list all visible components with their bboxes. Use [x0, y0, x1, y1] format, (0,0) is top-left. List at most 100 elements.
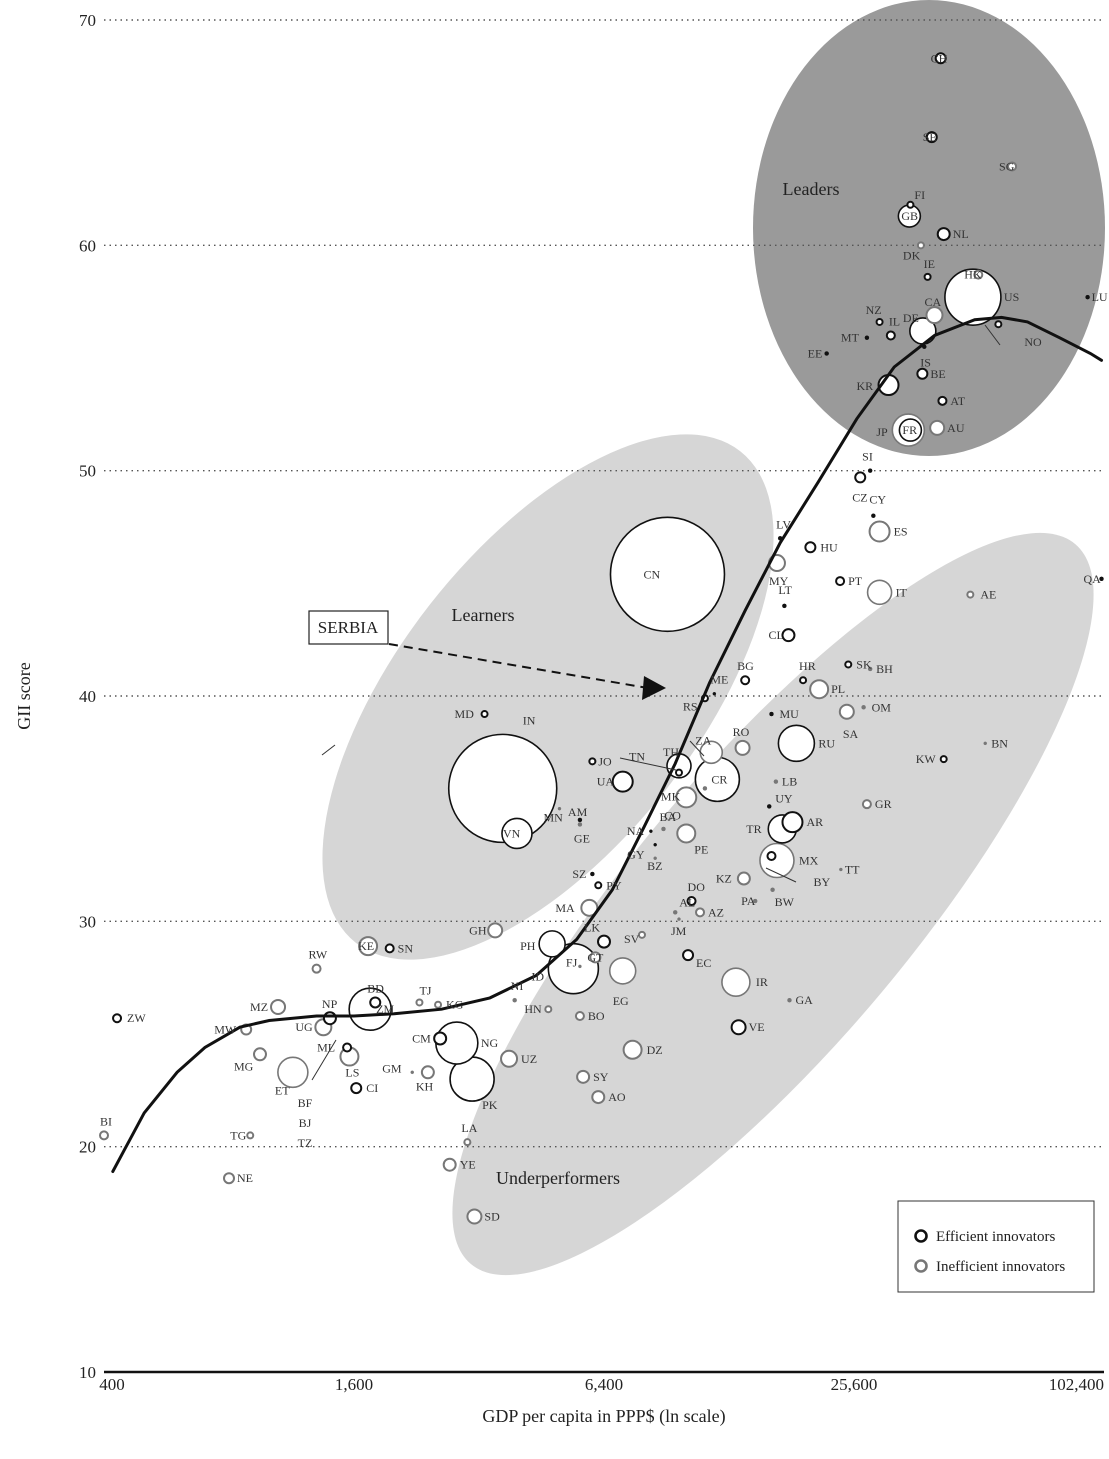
y-tick-label: 70 [79, 11, 96, 30]
data-point [577, 822, 583, 827]
country-label: MZ [250, 1000, 268, 1014]
data-point [358, 936, 379, 957]
country-label: UZ [521, 1052, 537, 1066]
y-axis-title: GII score [14, 662, 34, 729]
country-label: BZ [647, 859, 662, 873]
country-label: MY [769, 574, 789, 588]
country-label: OM [872, 700, 892, 714]
country-label: AR [806, 815, 823, 829]
data-point [766, 850, 777, 861]
data-point [966, 590, 975, 599]
data-point [112, 1013, 123, 1024]
data-point [544, 1005, 553, 1014]
data-point [223, 1172, 235, 1185]
data-point [769, 711, 774, 717]
country-label: LA [461, 1121, 477, 1135]
data-point [591, 1090, 606, 1105]
country-label: TT [845, 863, 860, 877]
country-label: NE [237, 1171, 253, 1185]
serbia-label: SERBIA [318, 618, 379, 637]
country-label: AM [568, 805, 588, 819]
group-label-learners: Learners [452, 605, 515, 625]
data-point [1007, 161, 1018, 172]
data-point [994, 320, 1003, 329]
serbia-arrow-head [642, 676, 666, 700]
data-point [653, 842, 657, 847]
underperformers-region [452, 532, 1094, 1276]
data-point [608, 957, 637, 985]
country-label: KG [446, 998, 464, 1012]
country-label: GY [627, 848, 645, 862]
data-point [99, 1130, 109, 1141]
country-label: HR [799, 659, 816, 673]
data-point [589, 951, 602, 964]
country-label: PK [482, 1098, 498, 1112]
legend: Efficient innovators Inefficient innovato… [897, 1200, 1095, 1293]
data-point [782, 603, 787, 609]
leader-line [619, 757, 677, 771]
data-point [923, 272, 932, 281]
country-label: MN [543, 811, 563, 825]
data-point [653, 856, 657, 860]
leader-line [984, 324, 1001, 346]
country-label: IL [889, 314, 900, 328]
country-label: MU [779, 707, 799, 721]
country-label: MD [455, 707, 475, 721]
country-label: CR [711, 772, 727, 786]
country-label: BA [659, 810, 676, 824]
x-axis-title: GDP per capita in PPP$ (ln scale) [482, 1406, 725, 1427]
data-point [730, 1019, 747, 1036]
x-tick-label: 1,600 [335, 1375, 373, 1394]
y-tick-label: 40 [79, 687, 96, 706]
country-label: EC [696, 956, 711, 970]
country-label: SE [923, 130, 937, 144]
data-point [871, 513, 876, 518]
trend-curve [111, 315, 1103, 1173]
country-label: SN [398, 941, 414, 955]
data-point [311, 963, 322, 974]
country-label: BE [930, 367, 945, 381]
country-label: GA [795, 993, 813, 1007]
data-point [672, 910, 678, 915]
country-label: RU [818, 736, 835, 750]
data-point [929, 419, 946, 436]
country-label: ME [710, 673, 728, 687]
country-label: KH [416, 1079, 434, 1093]
data-point [973, 269, 984, 280]
x-tick-label: 400 [99, 1375, 125, 1394]
country-label: BJ [299, 1116, 312, 1130]
country-label: NO [1024, 335, 1042, 349]
country-label: GE [574, 831, 590, 845]
country-label: AZ [708, 905, 724, 919]
country-label: ML [317, 1041, 335, 1055]
data-point [590, 871, 595, 877]
data-point [773, 779, 779, 784]
country-label: IE [924, 257, 935, 271]
country-label: EG [613, 994, 629, 1008]
country-label: BH [876, 662, 893, 676]
country-label: LK [584, 921, 600, 935]
x-tick-label: 102,400 [1049, 1375, 1104, 1394]
country-label: KZ [716, 872, 732, 886]
data-point [1099, 576, 1104, 582]
x-tick-label: 6,400 [585, 1375, 623, 1394]
leader-line [321, 744, 336, 756]
data-point [1085, 294, 1090, 300]
data-point [983, 741, 987, 746]
country-label: PA [741, 894, 756, 908]
country-label: DK [903, 248, 921, 262]
country-label: JO [598, 754, 612, 768]
country-label: MK [661, 789, 681, 803]
country-label: HK [964, 268, 982, 282]
data-point [861, 705, 866, 710]
legend-label: Efficient innovators [936, 1229, 1055, 1245]
data-point [799, 676, 808, 685]
country-label: EE [808, 346, 823, 360]
data-point [676, 823, 697, 844]
group-regions [322, 0, 1105, 1276]
data-point [384, 943, 395, 954]
data-point [557, 806, 562, 811]
data-point [649, 829, 653, 833]
